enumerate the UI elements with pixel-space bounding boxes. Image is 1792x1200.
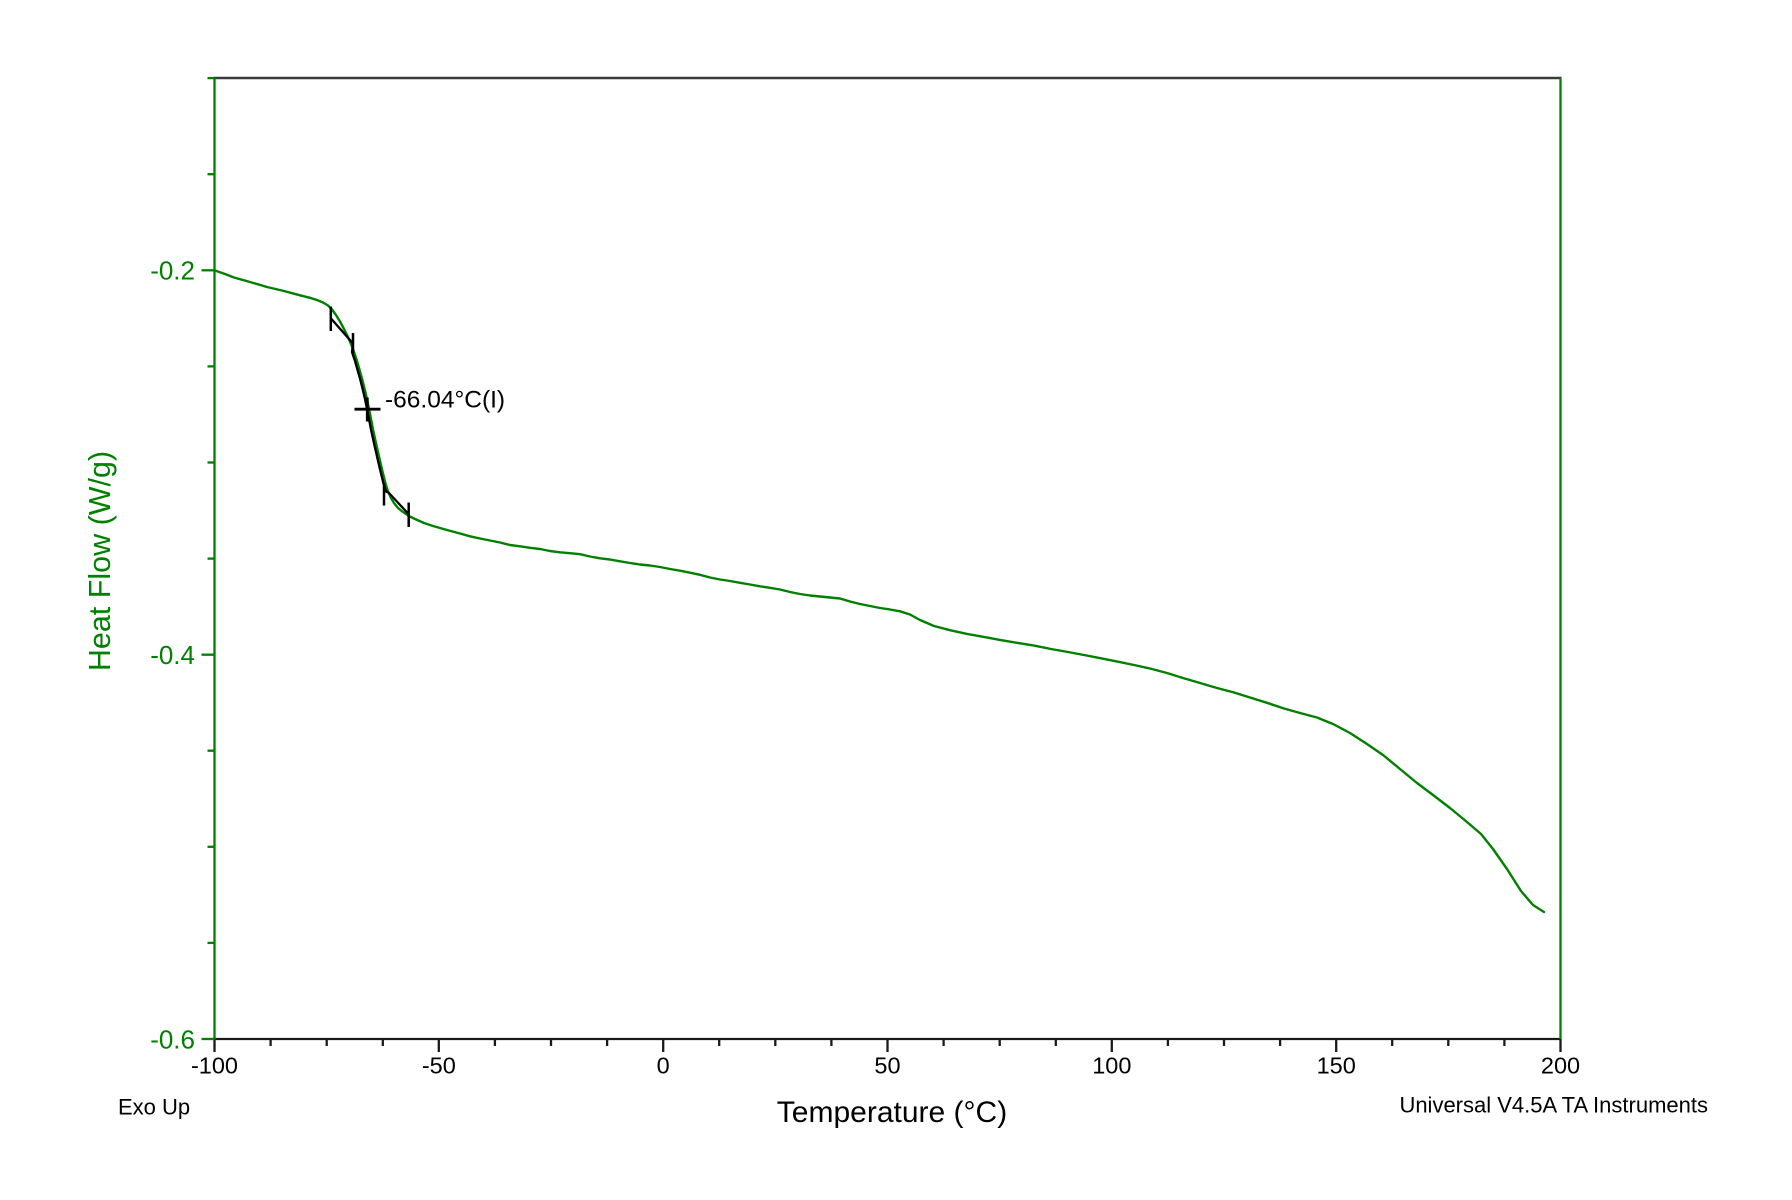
svg-text:100: 100 bbox=[1092, 1053, 1131, 1079]
svg-text:Temperature (°C): Temperature (°C) bbox=[777, 1096, 1007, 1129]
svg-text:-100: -100 bbox=[191, 1053, 238, 1079]
svg-text:200: 200 bbox=[1541, 1053, 1580, 1079]
svg-text:-0.4: -0.4 bbox=[150, 640, 195, 670]
svg-text:0: 0 bbox=[657, 1053, 670, 1079]
svg-text:-66.04°C(I): -66.04°C(I) bbox=[385, 387, 505, 414]
svg-text:-0.2: -0.2 bbox=[150, 256, 195, 286]
svg-text:Exo Up: Exo Up bbox=[118, 1095, 190, 1120]
svg-text:-0.6: -0.6 bbox=[150, 1024, 195, 1054]
svg-text:Universal V4.5A TA Instruments: Universal V4.5A TA Instruments bbox=[1399, 1093, 1708, 1118]
svg-text:-50: -50 bbox=[422, 1053, 456, 1079]
svg-text:150: 150 bbox=[1317, 1053, 1356, 1079]
svg-text:Heat Flow (W/g): Heat Flow (W/g) bbox=[83, 451, 117, 671]
svg-text:50: 50 bbox=[874, 1053, 900, 1079]
